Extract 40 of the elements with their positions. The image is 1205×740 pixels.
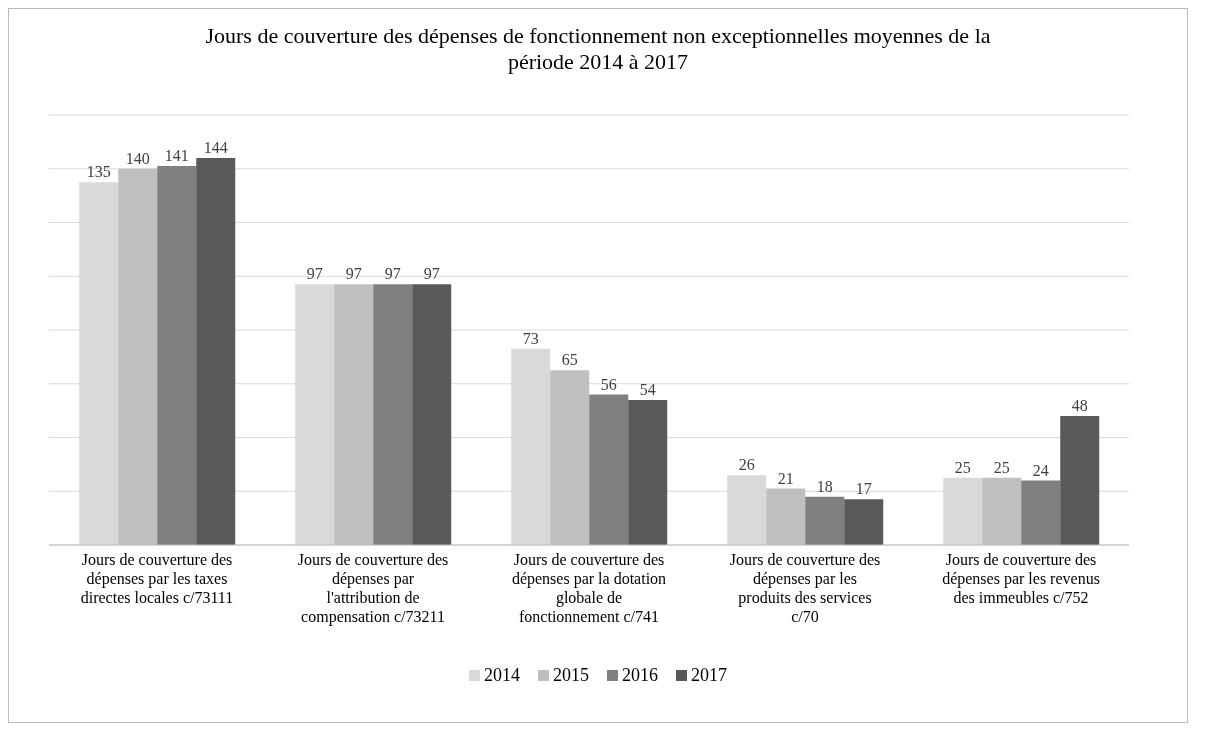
legend-label: 2016 xyxy=(621,665,658,686)
bar xyxy=(1060,416,1100,545)
bar xyxy=(157,166,197,545)
bar xyxy=(844,499,884,545)
bar xyxy=(412,284,452,545)
data-label: 97 xyxy=(345,265,362,283)
data-label: 56 xyxy=(600,375,617,393)
data-label: 97 xyxy=(306,265,323,283)
legend-label: 2017 xyxy=(690,665,727,686)
data-label: 97 xyxy=(423,265,440,283)
data-label: 26 xyxy=(738,456,755,474)
bar xyxy=(589,394,629,545)
bar xyxy=(805,496,845,545)
data-label: 65 xyxy=(561,351,578,369)
legend-label: 2015 xyxy=(552,665,589,686)
data-label: 17 xyxy=(855,480,872,498)
x-tick-label: Jours de couverture des dépenses par l'attribution de compensation c/73211 xyxy=(297,551,449,626)
data-label: 48 xyxy=(1071,397,1088,414)
data-label: 135 xyxy=(86,163,111,181)
bar xyxy=(1021,480,1061,545)
x-tick-label: Jours de couverture des dépenses par les taxes directes locales c/73111 xyxy=(80,551,234,606)
data-label: 73 xyxy=(522,329,539,347)
data-label: 25 xyxy=(993,458,1010,476)
chart-title: Jours de couverture des dépenses de fonctionnement non exceptionnelles moyennes de la période 2014 à 2017 xyxy=(204,23,992,75)
bar xyxy=(373,284,413,545)
data-label: 141 xyxy=(164,147,189,165)
legend-label: 2014 xyxy=(483,665,520,686)
data-label: 97 xyxy=(384,265,401,283)
data-label: 54 xyxy=(639,380,656,398)
data-label: 140 xyxy=(125,149,150,167)
data-label: 144 xyxy=(203,139,228,156)
x-tick-label: Jours de couverture des dépenses par les produits des services c/70 xyxy=(729,551,881,625)
bar xyxy=(628,399,668,545)
x-tick-label: Jours de couverture des dépenses par les revenus des immeubles c/752 xyxy=(942,551,1100,606)
bar xyxy=(196,158,236,545)
data-label: 24 xyxy=(1032,461,1049,479)
data-label: 25 xyxy=(954,458,971,476)
data-label: 21 xyxy=(777,469,794,487)
data-label: 18 xyxy=(816,477,833,495)
x-tick-label: Jours de couverture des dépenses par la dotation globale de fonctionnement c/741 xyxy=(511,551,667,625)
